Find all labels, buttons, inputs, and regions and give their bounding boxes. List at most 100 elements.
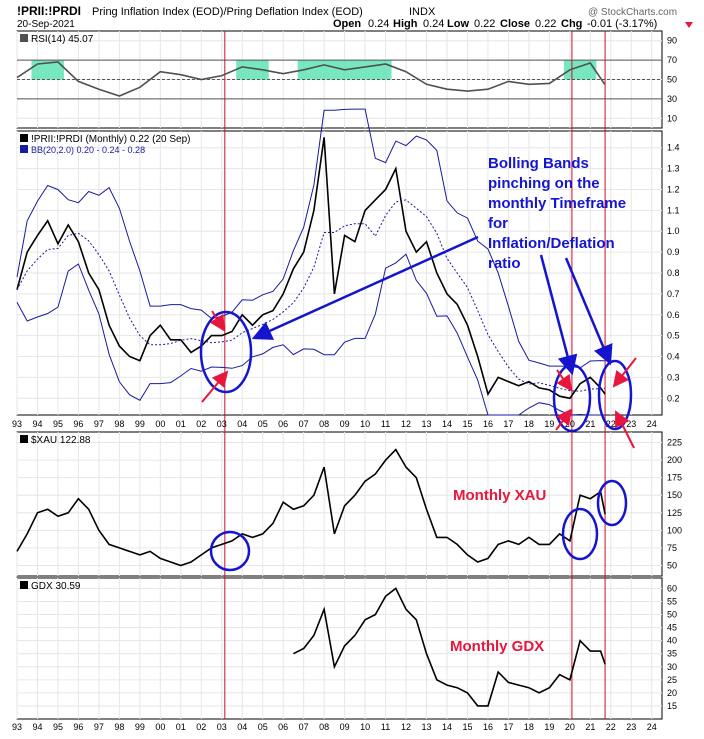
y-tick-label-ratio: 0.4 — [667, 352, 680, 362]
rsi-overbought-zone — [236, 60, 269, 80]
x-tick-label-mid: 04 — [237, 419, 247, 429]
x-tick-label-bottom: 15 — [462, 722, 472, 732]
gdx-legend-swatch — [20, 581, 28, 589]
x-tick-label-mid: 12 — [401, 419, 411, 429]
symbol-description: Pring Inflation Index (EOD)/Pring Deflat… — [92, 6, 363, 18]
bands-annotation-line-4: for — [488, 215, 508, 232]
x-tick-label-mid: 03 — [217, 419, 227, 429]
x-tick-label-mid: 24 — [647, 419, 657, 429]
x-tick-label-bottom: 07 — [299, 722, 309, 732]
x-tick-label-mid: 02 — [196, 419, 206, 429]
y-tick-label-gdx: 40 — [667, 636, 677, 646]
y-tick-label-xau: 50 — [667, 560, 677, 570]
x-tick-label-bottom: 17 — [503, 722, 513, 732]
x-tick-label-bottom: 02 — [196, 722, 206, 732]
series-line-gdx — [293, 587, 606, 707]
bands-annotation-line-2: pinching on the — [488, 175, 600, 192]
x-tick-label-bottom: 24 — [647, 722, 657, 732]
x-tick-label-mid: 94 — [32, 419, 42, 429]
y-tick-label-rsi: 30 — [667, 94, 677, 104]
y-tick-label-xau: 200 — [667, 455, 682, 465]
y-tick-label-ratio: 1.1 — [667, 205, 680, 215]
y-tick-label-gdx: 45 — [667, 623, 677, 633]
bb-legend-swatch — [20, 145, 28, 153]
x-tick-label-bottom: 22 — [606, 722, 616, 732]
x-tick-label-bottom: 96 — [73, 722, 83, 732]
x-tick-label-mid: 01 — [176, 419, 186, 429]
x-tick-label-bottom: 97 — [94, 722, 104, 732]
x-tick-label-mid: 06 — [278, 419, 288, 429]
x-tick-label-bottom: 21 — [585, 722, 595, 732]
gdx-legend: GDX 30.59 — [31, 581, 81, 592]
high-value: 0.24 — [423, 18, 444, 30]
bollinger-lower-band — [16, 253, 606, 416]
y-tick-label-ratio: 1.3 — [667, 164, 680, 174]
x-tick-label-bottom: 00 — [155, 722, 165, 732]
x-tick-label-bottom: 11 — [381, 722, 390, 732]
y-tick-label-ratio: 0.3 — [667, 372, 680, 382]
gdx-annotation: Monthly GDX — [450, 638, 544, 655]
bands-annotation-line-1: Bolling Bands — [488, 155, 589, 172]
x-tick-label-bottom: 10 — [360, 722, 370, 732]
bands-annotation-line-6: ratio — [488, 255, 521, 272]
x-tick-label-mid: 98 — [114, 419, 124, 429]
series-line-ratio — [16, 137, 606, 400]
x-tick-label-mid: 08 — [319, 419, 329, 429]
y-tick-label-ratio: 1.2 — [667, 184, 680, 194]
xau-legend-swatch — [20, 435, 28, 443]
y-tick-label-xau: 175 — [667, 473, 682, 483]
y-tick-label-rsi: 70 — [667, 55, 677, 65]
bands-annotation-line-3: monthly Timeframe — [488, 195, 626, 212]
down-triangle-icon — [685, 22, 693, 28]
red-arrow-2021-bottom — [615, 410, 635, 449]
chg-value: -0.01 (-3.17%) — [587, 18, 657, 30]
x-tick-label-mid: 21 — [585, 419, 595, 429]
close-value: 0.22 — [535, 18, 556, 30]
x-tick-label-bottom: 08 — [319, 722, 329, 732]
x-tick-label-mid: 22 — [606, 419, 616, 429]
high-label: High — [393, 18, 418, 30]
y-tick-label-gdx: 15 — [667, 701, 677, 711]
x-tick-label-mid: 20 — [565, 419, 575, 429]
red-arrow-2020-bottom — [555, 408, 573, 431]
x-tick-label-mid: 95 — [53, 419, 63, 429]
x-tick-label-bottom: 16 — [483, 722, 493, 732]
x-tick-label-mid: 93 — [12, 419, 22, 429]
x-tick-label-bottom: 14 — [442, 722, 452, 732]
y-tick-label-gdx: 50 — [667, 610, 677, 620]
y-tick-label-xau: 150 — [667, 490, 682, 500]
y-tick-label-ratio: 0.7 — [667, 289, 680, 299]
rsi-overbought-zone — [31, 60, 64, 80]
symbol-title: !PRII:!PRDI — [17, 4, 81, 18]
y-tick-label-gdx: 60 — [667, 583, 677, 593]
red-arrow-2003-bottom — [201, 370, 229, 403]
x-tick-label-bottom: 06 — [278, 722, 288, 732]
x-tick-label-bottom: 04 — [237, 722, 247, 732]
x-tick-label-bottom: 18 — [524, 722, 534, 732]
y-tick-label-gdx: 25 — [667, 675, 677, 685]
x-tick-label-mid: 23 — [626, 419, 636, 429]
y-tick-label-ratio: 1.0 — [667, 226, 680, 236]
chart-date: 20-Sep-2021 — [17, 19, 75, 30]
red-arrow-2021-top — [612, 357, 637, 388]
x-tick-label-bottom: 01 — [176, 722, 186, 732]
y-tick-label-gdx: 55 — [667, 597, 677, 607]
x-tick-label-bottom: 23 — [626, 722, 636, 732]
rsi-legend-swatch — [20, 34, 28, 42]
y-tick-label-xau: 100 — [667, 525, 682, 535]
xau-legend: $XAU 122.88 — [31, 435, 91, 446]
y-tick-labels: 90 70 50 30 10 1.4 1.3 1.2 1.1 1.0 0.9 0.8 0.7 0.6 0.5… — [667, 36, 682, 711]
close-label: Close — [500, 18, 530, 30]
low-value: 0.22 — [474, 18, 495, 30]
y-tick-label-xau: 75 — [667, 543, 677, 553]
ellipse-2021-xau — [596, 479, 628, 527]
x-tick-label-mid: 11 — [381, 419, 390, 429]
x-tick-label-mid: 13 — [422, 419, 432, 429]
x-tick-label-mid: 16 — [483, 419, 493, 429]
x-tick-label-bottom: 03 — [217, 722, 227, 732]
y-tick-label-gdx: 35 — [667, 649, 677, 659]
blue-arrow-to-2003 — [251, 235, 479, 340]
